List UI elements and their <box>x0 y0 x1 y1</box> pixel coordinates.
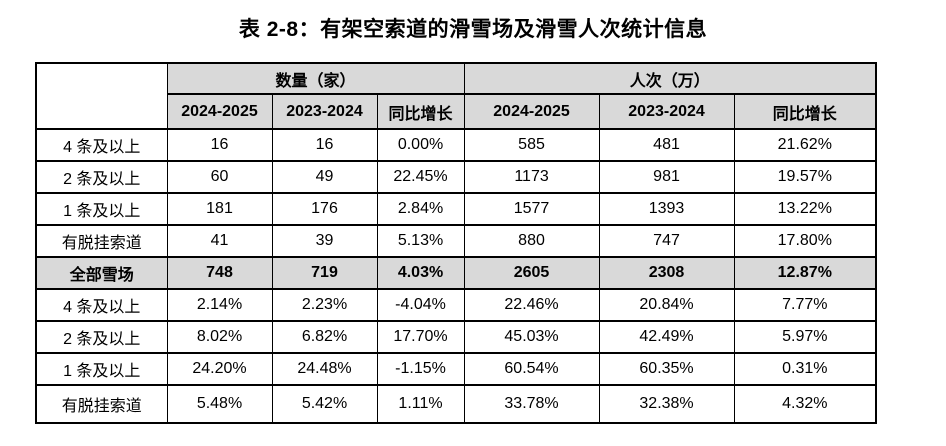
table-cell: 1173 <box>463 160 600 194</box>
table-cell: 719 <box>271 256 378 290</box>
table-cell: 60.35% <box>598 352 735 386</box>
table-cell: 747 <box>598 224 735 258</box>
table-cell: 1577 <box>463 192 600 226</box>
table-cell: 45.03% <box>463 320 600 354</box>
table-cell: 481 <box>598 128 735 162</box>
table-cell: 880 <box>463 224 600 258</box>
table-cell: 2.23% <box>271 288 378 322</box>
table-row: 1 条及以上 181 176 2.84% 1577 1393 13.22% <box>35 192 877 226</box>
table-cell: 2.84% <box>376 192 465 226</box>
table-cell: 981 <box>598 160 735 194</box>
table-cell: 0.00% <box>376 128 465 162</box>
table-cell: 13.22% <box>733 192 877 226</box>
table-cell: -1.15% <box>376 352 465 386</box>
table-cell: 12.87% <box>733 256 877 290</box>
table-cell: 33.78% <box>463 384 600 424</box>
table-row: 2 条及以上 60 49 22.45% 1173 981 19.57% <box>35 160 877 194</box>
row-label: 有脱挂索道 <box>35 224 168 258</box>
table-cell: 748 <box>166 256 273 290</box>
table-cell: 19.57% <box>733 160 877 194</box>
col-header-visits-2023-2024: 2023-2024 <box>598 93 735 130</box>
table-cell: 5.48% <box>166 384 273 424</box>
table-row: 4 条及以上 16 16 0.00% 585 481 21.62% <box>35 128 877 162</box>
table-cell: 5.97% <box>733 320 877 354</box>
table-cell: 2.14% <box>166 288 273 322</box>
row-label: 2 条及以上 <box>35 160 168 194</box>
table-cell: 21.62% <box>733 128 877 162</box>
row-label: 4 条及以上 <box>35 288 168 322</box>
table-cell: 24.48% <box>271 352 378 386</box>
table-cell: 24.20% <box>166 352 273 386</box>
col-header-visits-yoy: 同比增长 <box>733 93 877 130</box>
table-cell: 32.38% <box>598 384 735 424</box>
group-header-quantity: 数量（家） <box>166 62 465 95</box>
table-cell: 176 <box>271 192 378 226</box>
table-cell: 16 <box>271 128 378 162</box>
group-header-visits: 人次（万） <box>463 62 877 95</box>
sub-header-row: 2024-2025 2023-2024 同比增长 2024-2025 2023-… <box>36 93 877 130</box>
group-header-row: 数量（家） 人次（万） <box>35 62 877 130</box>
row-label: 1 条及以上 <box>35 192 168 226</box>
table-cell: 17.80% <box>733 224 877 258</box>
table-cell: 39 <box>271 224 378 258</box>
table-cell: 2308 <box>598 256 735 290</box>
table-cell: -4.04% <box>376 288 465 322</box>
table-cell: 41 <box>166 224 273 258</box>
table-cell: 585 <box>463 128 600 162</box>
col-header-qty-yoy: 同比增长 <box>376 93 465 130</box>
table-cell: 22.46% <box>463 288 600 322</box>
table-cell: 49 <box>271 160 378 194</box>
ropeway-ski-stats-table: 数量（家） 人次（万） 2024-2025 2023-2024 同比增长 202… <box>35 62 878 424</box>
table-cell: 4.32% <box>733 384 877 424</box>
table-cell: 5.13% <box>376 224 465 258</box>
row-label: 有脱挂索道 <box>35 384 168 424</box>
col-header-visits-2024-2025: 2024-2025 <box>463 93 600 130</box>
table-cell: 5.42% <box>271 384 378 424</box>
table-cell: 22.45% <box>376 160 465 194</box>
row-label: 2 条及以上 <box>35 320 168 354</box>
table-row-total: 全部雪场 748 719 4.03% 2605 2308 12.87% <box>35 256 877 290</box>
table-cell: 7.77% <box>733 288 877 322</box>
table-cell: 17.70% <box>376 320 465 354</box>
corner-cell <box>35 62 168 130</box>
table-cell: 42.49% <box>598 320 735 354</box>
table-cell: 0.31% <box>733 352 877 386</box>
col-header-qty-2023-2024: 2023-2024 <box>271 93 378 130</box>
table-cell: 8.02% <box>166 320 273 354</box>
table-row: 有脱挂索道 41 39 5.13% 880 747 17.80% <box>35 224 877 258</box>
table-cell: 20.84% <box>598 288 735 322</box>
table-cell: 60 <box>166 160 273 194</box>
table-cell: 2605 <box>463 256 600 290</box>
col-header-qty-2024-2025: 2024-2025 <box>166 93 273 130</box>
table-row: 1 条及以上 24.20% 24.48% -1.15% 60.54% 60.35… <box>35 352 877 386</box>
table-row: 4 条及以上 2.14% 2.23% -4.04% 22.46% 20.84% … <box>35 288 877 322</box>
table-cell: 4.03% <box>376 256 465 290</box>
row-label: 4 条及以上 <box>35 128 168 162</box>
table-title: 表 2-8：有架空索道的滑雪场及滑雪人次统计信息 <box>238 18 708 41</box>
table-row: 2 条及以上 8.02% 6.82% 17.70% 45.03% 42.49% … <box>35 320 877 354</box>
table-cell: 1393 <box>598 192 735 226</box>
table-cell: 16 <box>166 128 273 162</box>
table-cell: 6.82% <box>271 320 378 354</box>
row-label: 全部雪场 <box>35 256 168 290</box>
table-cell: 181 <box>166 192 273 226</box>
table-cell: 60.54% <box>463 352 600 386</box>
table-row: 有脱挂索道 5.48% 5.42% 1.11% 33.78% 32.38% 4.… <box>35 384 877 424</box>
row-label: 1 条及以上 <box>35 352 168 386</box>
table-cell: 1.11% <box>376 384 465 424</box>
